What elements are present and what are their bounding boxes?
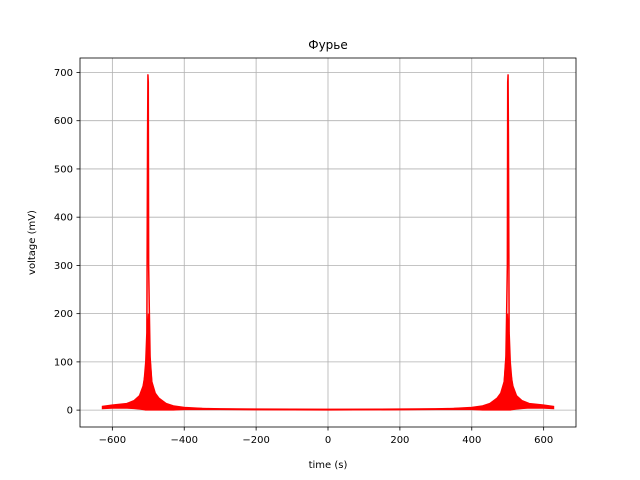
- series-layer: [101, 74, 555, 411]
- chart-title: Фурье: [308, 38, 348, 52]
- ticks: −600 −400 −200 0 200 400 600 0 100 200 300 400 500 60…: [54, 68, 553, 446]
- signal-envelope-band: [101, 313, 555, 411]
- x-axis-label: time (s): [309, 460, 348, 471]
- x-tick-label: 400: [462, 435, 481, 446]
- y-tick-label: 700: [54, 68, 73, 79]
- signal-series-line: [102, 74, 554, 411]
- y-tick-label: 0: [67, 406, 73, 417]
- y-tick-label: 400: [54, 213, 73, 224]
- x-tick-label: −200: [242, 435, 269, 446]
- y-tick-label: 200: [54, 309, 73, 320]
- y-tick-label: 600: [54, 116, 73, 127]
- x-tick-label: 0: [325, 435, 331, 446]
- y-tick-label: 100: [54, 357, 73, 368]
- x-tick-label: 200: [390, 435, 409, 446]
- y-tick-label: 300: [54, 261, 73, 272]
- y-tick-label: 500: [54, 164, 73, 175]
- x-tick-label: 600: [534, 435, 553, 446]
- y-axis-label: voltage (mV): [27, 210, 38, 275]
- x-tick-label: −600: [99, 435, 126, 446]
- x-tick-label: −400: [170, 435, 197, 446]
